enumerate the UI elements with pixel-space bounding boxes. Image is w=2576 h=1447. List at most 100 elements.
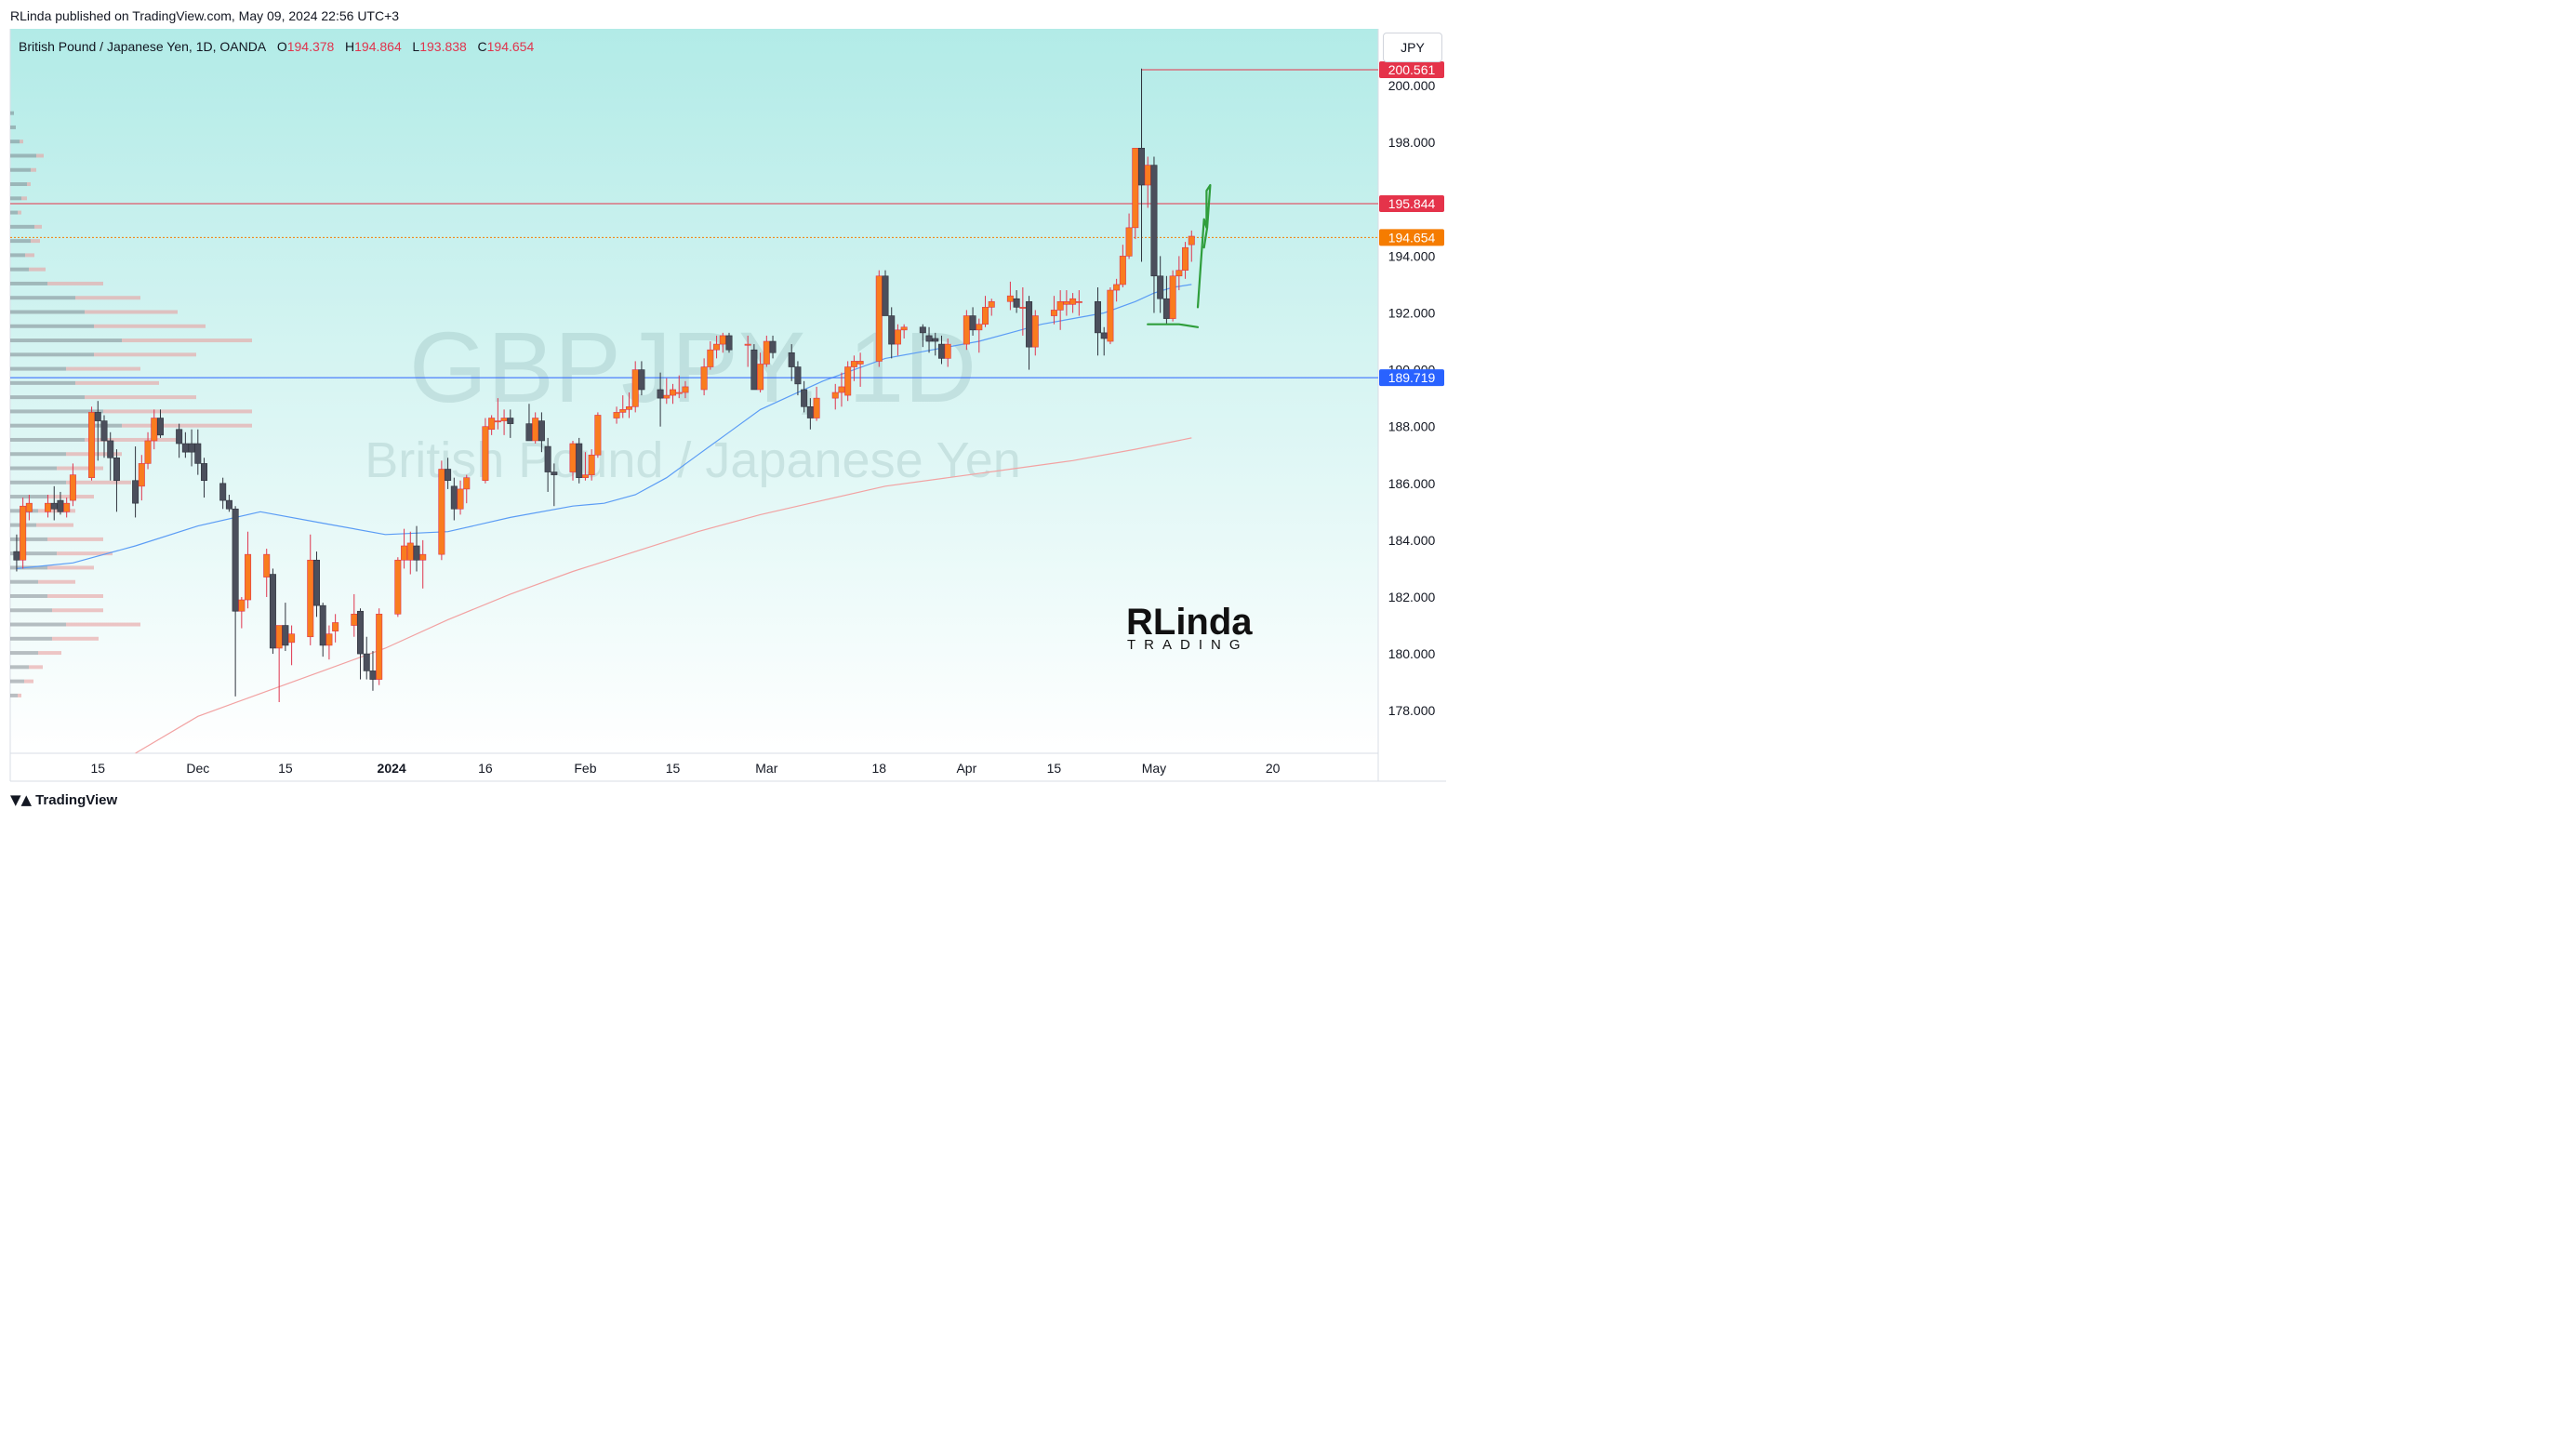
candle-body (725, 335, 733, 351)
candle (532, 412, 539, 445)
candle (682, 380, 689, 399)
volume-profile-bar-light (47, 281, 103, 285)
candle-body (707, 349, 714, 367)
candle-body (1175, 270, 1183, 277)
candle-body (219, 483, 227, 501)
candle-body (20, 505, 27, 561)
candle (94, 401, 101, 461)
candle (801, 380, 808, 413)
candle-body (194, 443, 202, 464)
candle-body (94, 412, 101, 421)
volume-profile-bar-dark (10, 423, 122, 428)
support-stroke (1147, 323, 1200, 328)
candle (500, 409, 508, 435)
volume-profile-bar-dark (10, 551, 57, 556)
candle (69, 463, 76, 507)
candle (925, 326, 933, 353)
candle-body (581, 474, 589, 478)
candle (544, 437, 551, 492)
candle-body (88, 412, 96, 478)
candle-body (675, 392, 683, 394)
candle (932, 332, 939, 356)
candle-body (406, 542, 414, 561)
volume-profile-bar-light (66, 622, 140, 627)
volume-profile-bar-light (122, 423, 252, 428)
candle-body (625, 406, 632, 410)
volume-profile-bar-dark (10, 239, 31, 244)
candle (1175, 256, 1183, 291)
y-tick-label: 184.000 (1388, 533, 1436, 548)
candle (594, 412, 602, 458)
candle-body (1075, 300, 1082, 303)
candle (1162, 275, 1170, 325)
candle (538, 412, 545, 453)
x-tick-label: 2024 (378, 761, 406, 776)
currency-button[interactable]: JPY (1383, 33, 1442, 62)
candle (806, 398, 814, 430)
volume-profile-bar-dark (10, 182, 27, 187)
candle-body (794, 366, 802, 385)
candle (919, 324, 926, 348)
candle (763, 335, 770, 367)
candle-body (875, 275, 883, 362)
candle (551, 463, 558, 507)
candle (1157, 256, 1164, 313)
candle-body (713, 343, 721, 351)
level-label-high: 200.561 (1388, 62, 1436, 77)
candle (1056, 290, 1064, 330)
candle (1182, 242, 1189, 279)
volume-profile-bar-dark (10, 339, 122, 343)
volume-profile-bar-dark (10, 167, 31, 172)
candle (413, 525, 420, 572)
candle-body (1113, 284, 1121, 291)
tradingview-logo[interactable]: ▼▲ TradingView (10, 791, 117, 808)
candle (263, 549, 271, 597)
candle (1125, 213, 1133, 259)
candle-body (538, 420, 545, 442)
candle (1138, 68, 1146, 262)
ma-fast-line (16, 284, 1192, 569)
candle (494, 398, 501, 430)
volume-profile-bar-light (66, 366, 140, 371)
volume-profile-bar-dark (10, 693, 18, 697)
candle-body (1182, 246, 1189, 271)
candle (657, 372, 664, 427)
candle-body (1019, 307, 1027, 309)
volume-profile-bar-light (27, 182, 31, 187)
candle (713, 335, 721, 359)
candle-body (963, 315, 970, 345)
candle (138, 455, 145, 501)
x-tick-label: 20 (1266, 761, 1281, 776)
candle-body (657, 389, 664, 399)
volume-profile-bar-dark (10, 281, 47, 285)
candle-body (838, 386, 845, 393)
candle-body (232, 508, 239, 612)
candle-body (1069, 298, 1077, 305)
candle (188, 429, 195, 467)
candle (325, 625, 333, 660)
candle (875, 270, 883, 367)
candle (700, 358, 708, 396)
candle (882, 270, 889, 316)
candle-body (919, 326, 926, 334)
candle-body (1150, 165, 1158, 277)
volume-profile-bar-dark (10, 125, 16, 129)
candle (670, 383, 677, 405)
candle-body (757, 364, 764, 391)
candle (976, 318, 983, 353)
candle (113, 449, 120, 512)
candle (332, 614, 339, 643)
volume-profile-bar-dark (10, 622, 66, 627)
candle (50, 485, 58, 521)
candle-body (238, 599, 246, 612)
candle-body (888, 315, 896, 345)
volume-profile-bar-dark (10, 352, 94, 357)
x-tick-label: 15 (666, 761, 681, 776)
candle (757, 352, 764, 393)
chart-area[interactable]: GBPJPY, 1D British Pound / Japanese Yen … (0, 0, 1458, 819)
volume-profile-bar-dark (10, 579, 38, 584)
candle-body (332, 622, 339, 631)
candle-body (544, 445, 551, 472)
candle (638, 361, 645, 396)
candle (225, 495, 232, 512)
